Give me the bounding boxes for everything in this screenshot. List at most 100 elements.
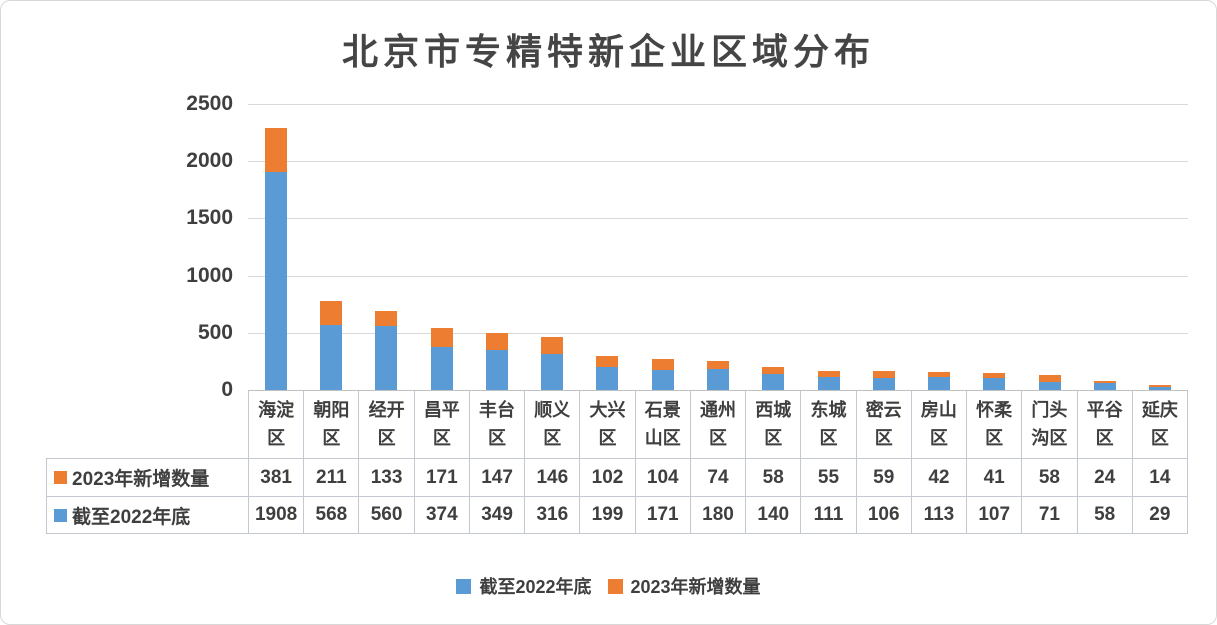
x-axis-label-cell: 密云区 (855, 391, 911, 458)
stacked-bar (1149, 385, 1172, 390)
x-axis-label-line2: 区 (1095, 428, 1114, 448)
x-axis-label-line1: 门头 (1031, 400, 1068, 420)
x-axis-label-cell: 顺义区 (524, 391, 579, 458)
x-axis-label-line1: 房山 (920, 400, 957, 420)
table-cell: 133 (358, 459, 413, 496)
legend-swatch-icon (607, 578, 623, 594)
x-axis-label-line1: 西城 (755, 400, 792, 420)
y-axis-tick-label: 2000 (186, 149, 233, 173)
legend-item: 2023年新增数量 (607, 573, 761, 599)
table-cell: 180 (689, 497, 745, 533)
bar-segment-through-2022 (651, 370, 674, 390)
bar-segment-new-2023 (264, 128, 287, 172)
bar-segment-through-2022 (375, 325, 398, 390)
x-axis-label-cell: 大兴区 (579, 391, 634, 458)
x-axis-label-line1: 顺义 (534, 400, 571, 420)
table-cell: 560 (358, 497, 413, 533)
table-row-header: 截至2022年底 (46, 497, 248, 533)
stacked-bar (872, 371, 895, 390)
x-axis-label-line2: 区 (543, 428, 562, 448)
table-cell: 140 (745, 497, 800, 533)
bar-segment-through-2022 (430, 347, 453, 390)
gridline (248, 104, 1188, 105)
gridline (248, 332, 1188, 334)
bar-segment-new-2023 (596, 355, 619, 368)
x-axis-label-line1: 昌平 (423, 400, 460, 420)
x-axis-label-cell: 房山区 (910, 391, 966, 458)
x-axis-label-line2: 区 (929, 428, 948, 448)
bar-segment-new-2023 (872, 371, 895, 378)
plot-area (248, 104, 1188, 390)
table-cell: 349 (468, 497, 524, 533)
stacked-bar (928, 372, 951, 390)
bar-segment-new-2023 (375, 310, 398, 326)
bar-segment-through-2022 (1149, 386, 1172, 390)
gridline (248, 275, 1188, 277)
table-cell: 316 (524, 497, 579, 533)
x-axis-label-cell: 延庆区 (1131, 391, 1187, 458)
stacked-bar (375, 310, 398, 390)
y-axis-tick-label: 0 (221, 378, 233, 401)
x-axis-label-cell: 西城区 (745, 391, 800, 458)
x-axis-label-line2: 区 (764, 428, 783, 448)
stacked-bar (541, 337, 564, 390)
x-axis-label-line2: 区 (819, 428, 838, 448)
bar-segment-new-2023 (485, 333, 508, 351)
table-cell: 113 (910, 497, 966, 533)
x-axis-label-cell: 朝阳区 (303, 391, 358, 458)
gridline (248, 218, 1188, 220)
x-axis-labels: 海淀区朝阳区经开区昌平区丰台区顺义区大兴区石景 山区 通州区西城区东城区密云区房山区… (248, 390, 1188, 458)
legend-label: 截至2022年底 (479, 577, 592, 597)
bar-segment-new-2023 (928, 372, 951, 378)
bar-segment-through-2022 (541, 353, 564, 390)
table-cell: 146 (524, 459, 579, 496)
stacked-bar (817, 371, 840, 390)
x-axis-label-cell: 门头 沟区 (1021, 391, 1076, 458)
x-axis-label-line1: 丰台 (479, 400, 516, 420)
x-axis-label-line2: 区 (267, 428, 286, 448)
bar-segment-new-2023 (1094, 380, 1117, 384)
x-axis-label-cell: 平谷区 (1076, 391, 1132, 458)
table-cell: 211 (303, 459, 358, 496)
bar-segment-new-2023 (817, 371, 840, 378)
x-axis-label-cell: 通州区 (689, 391, 745, 458)
table-cell: 42 (910, 459, 966, 496)
bar-segment-through-2022 (762, 373, 785, 390)
table-row: 2023年新增数量 381 211 133 171 147 146 102 104 74 58 55 5… (46, 458, 1188, 496)
x-axis-label-line1: 大兴 (589, 400, 626, 420)
x-axis-label-line2: 山区 (644, 428, 681, 448)
stacked-bar (707, 360, 729, 390)
table-cell: 41 (966, 459, 1021, 496)
table-cell: 104 (634, 459, 690, 496)
stacked-bar (1038, 375, 1061, 390)
chart-title: 北京市专精特新企业区域分布 (341, 31, 875, 72)
x-axis-label-cell: 丰台区 (468, 391, 524, 458)
bar-segment-new-2023 (541, 337, 564, 354)
bar-segment-through-2022 (319, 325, 342, 390)
bar-segment-new-2023 (762, 367, 785, 374)
series-name: 截至2022年底 (72, 506, 191, 528)
table-row: 截至2022年底 1908 568 560 374 349 316 199 171 180 140 1… (46, 496, 1188, 534)
table-row-header: 2023年新增数量 (46, 459, 248, 496)
x-axis-label-line2: 区 (985, 428, 1004, 448)
x-axis-label-line2: 区 (377, 428, 396, 448)
series-key-icon (54, 508, 67, 522)
table-cell: 55 (800, 459, 855, 496)
table-cell: 1908 (248, 497, 303, 533)
bar-segment-through-2022 (1038, 381, 1061, 390)
gridline (248, 161, 1188, 163)
stacked-bar (319, 300, 342, 390)
bar-segment-through-2022 (264, 171, 287, 390)
bar-segment-new-2023 (707, 360, 729, 370)
x-axis-label-line1: 朝阳 (313, 400, 350, 420)
x-axis-label-line2: 区 (1150, 428, 1169, 448)
x-axis-label-cell: 东城区 (800, 391, 855, 458)
y-axis-tick-label: 2500 (186, 92, 233, 115)
x-axis-label-line1: 怀柔 (976, 400, 1013, 420)
x-axis-label-line1: 经开 (368, 400, 405, 420)
x-axis-label-line2: 区 (598, 428, 617, 448)
table-cell: 58 (1076, 497, 1132, 533)
x-axis-label-line2: 区 (432, 428, 451, 448)
bar-segment-new-2023 (319, 300, 342, 326)
